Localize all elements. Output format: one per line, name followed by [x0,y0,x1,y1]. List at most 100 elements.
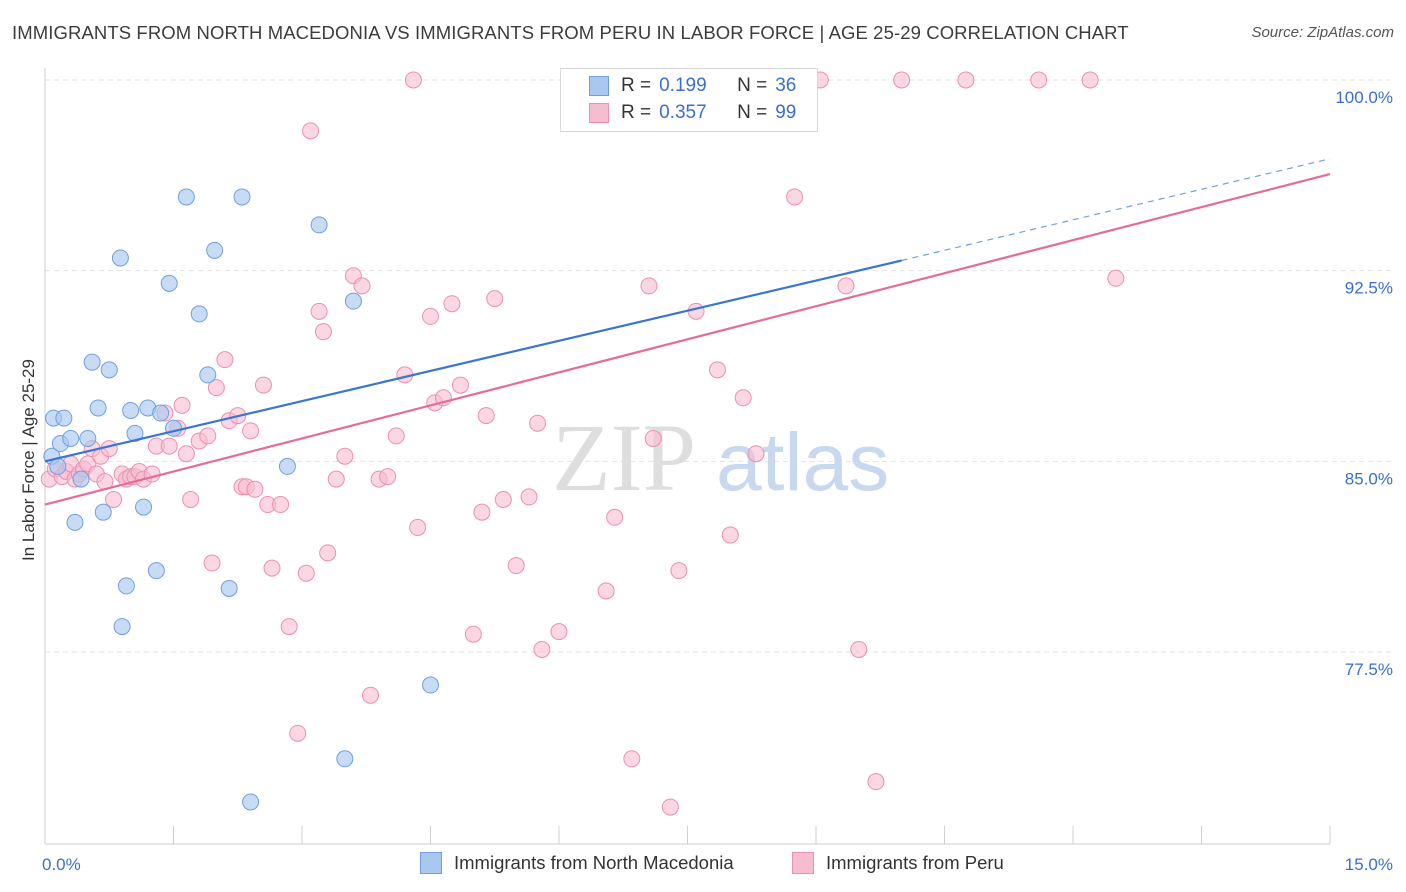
data-point-north-macedonia [220,579,238,597]
data-point-peru [687,302,705,320]
data-point-peru [893,71,911,89]
data-point-north-macedonia [336,750,354,768]
data-point-peru [207,379,225,397]
watermark: ZIP atlas [552,404,889,511]
data-point-peru [473,503,491,521]
data-point-peru [173,396,191,414]
trendlines [44,158,1331,506]
data-point-north-macedonia [177,188,195,206]
data-point-peru [957,71,975,89]
data-point-peru [670,562,688,580]
legend-n-value: 99 [775,102,797,123]
data-point-peru [606,508,624,526]
data-point-north-macedonia [242,793,260,811]
data-point-peru [297,564,315,582]
data-point-peru [404,71,422,89]
data-point-peru [319,544,337,562]
x-tick-label: 0.0% [42,855,81,874]
data-point-peru [867,773,885,791]
legend-r-value: 0.199 [659,75,707,96]
bottom-legend-swatch-blue [420,852,442,874]
data-point-north-macedonia [233,188,251,206]
data-point-peru [451,376,469,394]
data-point-peru [302,122,320,140]
source-label: Source: ZipAtlas.com [1251,24,1394,41]
data-point-north-macedonia [66,513,84,531]
data-point-north-macedonia [160,274,178,292]
legend-n-label: N = [737,102,768,123]
data-point-peru [520,488,538,506]
data-point-north-macedonia [199,366,217,384]
data-point-north-macedonia [100,361,118,379]
data-point-north-macedonia [83,353,101,371]
data-point-peru [310,302,328,320]
data-point-peru [289,724,307,742]
data-point-peru [1030,71,1048,89]
data-point-peru [644,429,662,447]
data-point-peru [1107,269,1125,287]
data-point-north-macedonia [344,292,362,310]
data-point-north-macedonia [165,419,182,437]
data-point-peru [721,526,739,544]
data-point-north-macedonia [79,429,97,447]
data-point-peru [443,295,461,313]
data-point-north-macedonia [190,305,208,323]
data-point-peru [254,376,272,394]
tick-labels: 77.5% 85.0% 92.5% 100.0% 0.0% 15.0% [42,88,1393,874]
data-point-peru [623,750,641,768]
data-point-peru [182,490,200,508]
data-point-peru [708,361,726,379]
watermark-zip: ZIP [552,404,696,511]
data-point-peru [143,465,161,483]
data-point-north-macedonia [113,618,131,636]
data-point-peru [327,470,345,488]
trendline-peru [44,172,1331,506]
data-point-peru [533,640,551,658]
data-point-peru [353,277,371,295]
data-point-peru [550,623,568,641]
data-point-peru [242,422,260,440]
bottom-legend-swatch-pink [792,852,814,874]
y-tick-label: 100.0% [1335,88,1393,107]
legend-n-value: 36 [775,75,797,96]
data-point-peru [529,414,547,432]
data-point-peru [494,490,512,508]
data-point-peru [160,437,178,455]
data-point-peru [177,445,195,463]
data-point-peru [747,445,765,463]
data-point-peru [661,798,679,816]
data-point-peru [105,490,123,508]
data-point-peru [464,625,482,643]
data-point-peru [477,407,495,425]
trendline-north-macedonia-extension [901,158,1331,262]
y-tick-label: 77.5% [1345,660,1393,679]
legend-swatch-pink [589,103,609,123]
data-point-peru [362,686,380,704]
data-point-peru [272,496,290,514]
data-point-peru [486,290,504,308]
data-point-north-macedonia [94,503,112,521]
data-point-north-macedonia [422,676,439,694]
data-point-peru [597,582,615,600]
data-point-peru [336,447,354,465]
data-point-north-macedonia [72,470,90,488]
data-point-peru [1081,71,1099,89]
data-point-north-macedonia [152,404,170,422]
data-point-peru [203,554,221,572]
data-point-north-macedonia [206,241,224,259]
data-point-peru [387,427,405,445]
data-point-peru [280,618,298,636]
data-point-north-macedonia [62,429,80,447]
data-point-peru [199,427,217,445]
trendline-north-macedonia [44,259,902,463]
data-point-north-macedonia [135,498,153,516]
data-point-north-macedonia [89,399,107,417]
data-point-peru [409,518,427,536]
data-point-north-macedonia [117,577,135,595]
data-point-north-macedonia [111,249,129,267]
data-point-peru [850,640,868,658]
y-axis-label: In Labor Force | Age 25-29 [19,359,38,561]
data-point-peru [422,307,439,325]
y-tick-label: 85.0% [1345,469,1393,488]
